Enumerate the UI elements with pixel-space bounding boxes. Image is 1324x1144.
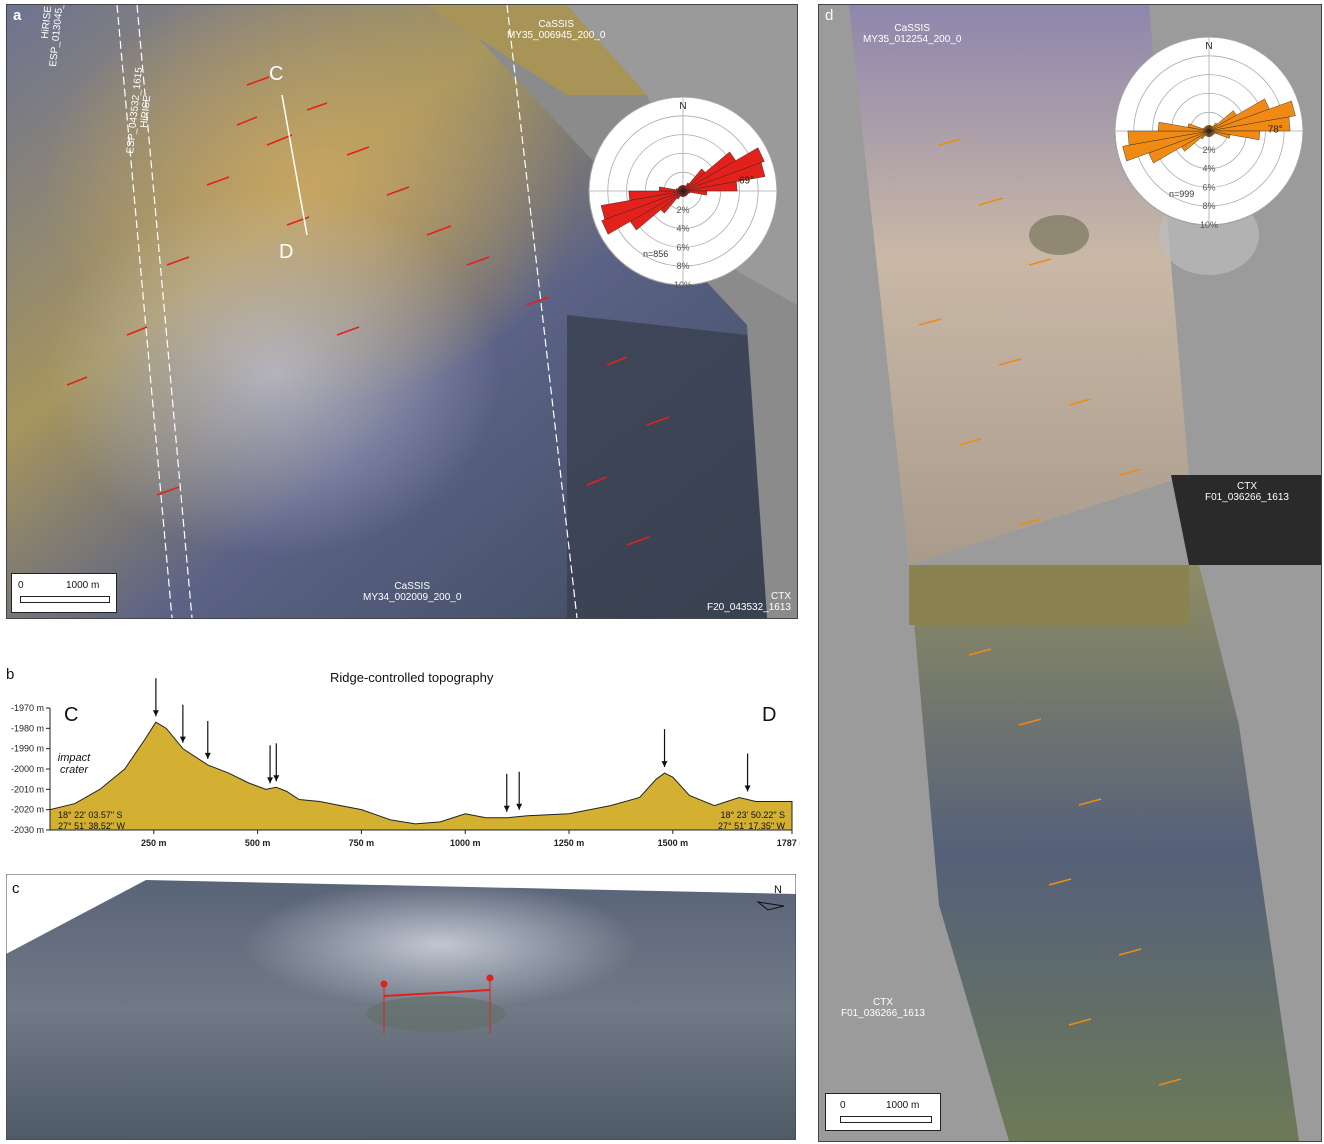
coord-right: 18° 23' 50.22" S 27° 51' 17.35" W (718, 810, 785, 832)
rose-a-petal (628, 190, 684, 201)
rose-d-north-label: N (1205, 41, 1212, 52)
rose-d-ring-label: 8% (1202, 201, 1215, 211)
ctx-d-bottom-label: CTX F01_036266_1613 (841, 997, 925, 1019)
cassis-top-title: CaSSIS (538, 19, 574, 30)
cassis-bottom-label: CaSSIS MY34_002009_200_0 (363, 581, 461, 603)
ridge-arrow-head (516, 803, 523, 810)
cassis-bottom-id: MY34_002009_200_0 (363, 592, 462, 603)
scale-d-label: 1000 m (886, 1100, 920, 1111)
profile-x-tick-label: 1500 m (658, 838, 689, 848)
rose-a-petal (682, 181, 738, 192)
rose-a-count-label: n=856 (643, 249, 668, 259)
coord-right-lon: 27° 51' 17.35" W (718, 821, 786, 831)
impact-crater-label: impact crater (57, 752, 91, 776)
panel-d-letter: d (825, 7, 834, 24)
ridge-arrow-head (273, 775, 280, 782)
profile-y-tick-label: -1990 m (11, 744, 44, 754)
profile-x-tick-label: 500 m (245, 838, 271, 848)
ctx-a-title: CTX (771, 591, 791, 602)
coord-right-lat: 18° 23' 50.22" S (720, 810, 786, 820)
rose-a-ring-label: 4% (676, 224, 689, 234)
ctx-label-a: CTX F20_043532_1613 (707, 591, 791, 613)
scale-d-bar (840, 1116, 932, 1123)
rose-a-svg: N 2% 4% 6% 8% 10% 69° n=856 (588, 96, 778, 290)
panel-a-label-d: D (279, 241, 294, 263)
rose-d-ring-label: 6% (1202, 182, 1215, 192)
profile-y-tick-label: -2020 m (11, 805, 44, 815)
ridge-arrow-head (661, 761, 668, 768)
rose-d-ring-label: 2% (1202, 145, 1215, 155)
cassis-d-title: CaSSIS (894, 23, 930, 34)
panel-c-imagery (6, 874, 796, 1140)
coord-left-lon: 27° 51' 38.52" W (58, 821, 126, 831)
ridge-arrow-head (503, 805, 510, 812)
rose-a-north-label: N (679, 101, 686, 112)
panel-c-perspective: c N (6, 874, 796, 1140)
rose-d-mean-label: 78° (1268, 125, 1283, 136)
profile-x-tick-label: 1250 m (554, 838, 585, 848)
ridge-arrow-head (204, 752, 211, 759)
panel-d-map: d CaSSIS MY35_012254_200_0 CTX F01_03626… (818, 4, 1322, 1142)
north-arrow-c: N (754, 884, 788, 914)
profile-label-c: C (64, 704, 79, 726)
panel-c-letter: c (12, 880, 20, 897)
profile-x-tick-label: 1000 m (450, 838, 481, 848)
profile-y-tick-label: -2030 m (11, 825, 44, 835)
ctx-d-bottom-title: CTX (872, 997, 893, 1008)
rose-a-ring-label: 10% (674, 280, 692, 289)
ctx-d-bottom-id: F01_036266_1613 (841, 1008, 925, 1019)
cassis-top-label: CaSSIS MY35_006945_200_0 (507, 19, 605, 41)
profile-y-tick-label: -1970 m (11, 703, 44, 713)
rose-d-ring-label: 4% (1202, 164, 1215, 174)
ridge-arrow-head (179, 736, 186, 743)
panel-a-label-c: C (269, 63, 284, 85)
scale-a-zero: 0 (18, 580, 24, 591)
rose-a-mean-label: 69° (739, 175, 754, 186)
ctx-d-top-label: CTX F01_036266_1613 (1205, 481, 1289, 503)
scale-d-zero: 0 (840, 1100, 846, 1111)
profile-x-tick-label: 250 m (141, 838, 167, 848)
coord-left-lat: 18° 22' 03.57" S (58, 810, 123, 820)
rose-d-ring-label: 10% (1200, 220, 1218, 229)
profile-area (49, 721, 793, 831)
ctx-a-id: F20_043532_1613 (707, 602, 791, 613)
rose-d-count-label: n=999 (1169, 189, 1194, 199)
panel-b-letter: b (6, 666, 15, 683)
panel-a-map: a C D HiRISE ESP_013045_1615 ESP_043532_… (6, 4, 798, 619)
cassis-top-id: MY35_006945_200_0 (507, 30, 606, 41)
ridge-arrow-head (152, 710, 159, 717)
ridge-arrow-head (744, 785, 751, 792)
north-arrow-icon (756, 901, 785, 911)
profile-y-tick-label: -2000 m (11, 764, 44, 774)
ridge-arrow-head (267, 777, 274, 784)
ctx-d-top-id: F01_036266_1613 (1205, 492, 1289, 503)
scale-bar-d: 0 1000 m (825, 1093, 941, 1131)
cassis-d-label: CaSSIS MY35_012254_200_0 (863, 23, 961, 45)
rose-diagram-d: N 2% 4% 6% 8% 10% 78° n=999 (1111, 33, 1307, 230)
rose-a-ring-label: 2% (676, 205, 689, 215)
profile-title: Ridge-controlled topography (330, 670, 494, 685)
scale-a-label: 1000 m (66, 580, 100, 591)
north-c-label: N (774, 884, 782, 896)
ctx-d-top-title: CTX (1236, 481, 1257, 492)
rose-d-svg: N 2% 4% 6% 8% 10% 78° n=999 (1114, 36, 1304, 230)
profile-y-tick-label: -1980 m (11, 723, 44, 733)
profile-x-tick-label: 750 m (349, 838, 375, 848)
profile-x-tick-label: 1787 m (777, 838, 800, 848)
profile-label-d: D (762, 704, 777, 726)
scale-a-bar (20, 596, 110, 603)
profile-chart: -1970 m -1980 m -1990 m -2000 m -2010 m -2020… (11, 678, 800, 848)
panel-b-profile: b Ridge-controlled topography C D -1970 … (0, 660, 800, 860)
coord-left: 18° 22' 03.57" S 27° 51' 38.52" W (58, 810, 125, 832)
panel-a-letter: a (13, 7, 22, 24)
rose-a-petal (681, 185, 684, 192)
rose-diagram-a: N 2% 4% 6% 8% 10% 69° n=856 (585, 93, 781, 290)
rose-a-ring-label: 8% (676, 261, 689, 271)
profile-y-tick-label: -2010 m (11, 784, 44, 794)
scale-bar-a: 0 1000 m (11, 573, 117, 613)
rose-a-ring-label: 6% (676, 242, 689, 252)
rose-d-petal (1207, 125, 1210, 132)
cassis-bottom-title: CaSSIS (394, 581, 430, 592)
cassis-d-id: MY35_012254_200_0 (863, 34, 962, 45)
